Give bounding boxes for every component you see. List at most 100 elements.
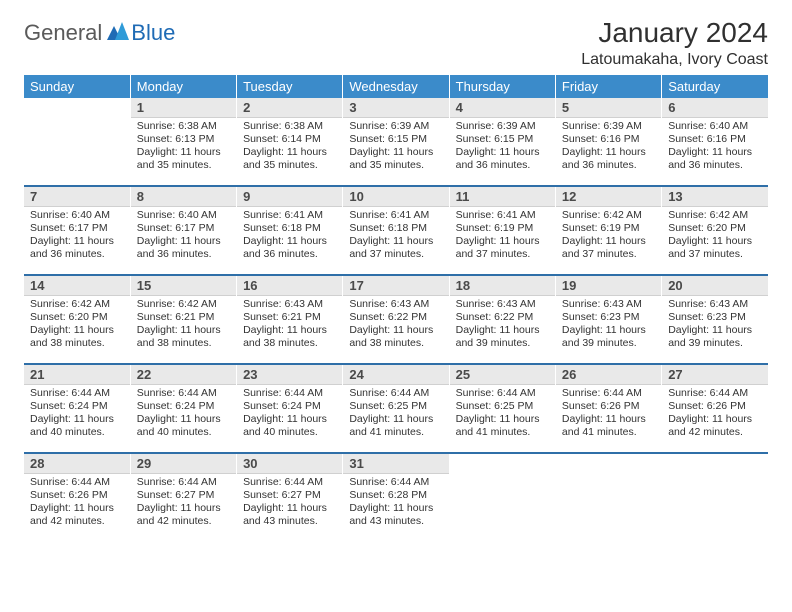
sunrise-text: Sunrise: 6:44 AM [349,387,442,400]
day-details: Sunrise: 6:43 AMSunset: 6:23 PMDaylight:… [662,296,768,355]
day-number: 27 [662,365,768,385]
day-number: 19 [556,276,661,296]
day-cell [24,98,130,186]
daylight-text: Daylight: 11 hours and 38 minutes. [349,324,442,350]
day-cell: 20Sunrise: 6:43 AMSunset: 6:23 PMDayligh… [662,276,768,364]
day-cell: 19Sunrise: 6:43 AMSunset: 6:23 PMDayligh… [555,276,661,364]
day-number: 31 [343,454,448,474]
daylight-text: Daylight: 11 hours and 41 minutes. [349,413,442,439]
daylight-text: Daylight: 11 hours and 37 minutes. [349,235,442,261]
sunrise-text: Sunrise: 6:41 AM [456,209,549,222]
day-cell: 1Sunrise: 6:38 AMSunset: 6:13 PMDaylight… [130,98,236,186]
day-cell: 15Sunrise: 6:42 AMSunset: 6:21 PMDayligh… [130,276,236,364]
day-details: Sunrise: 6:42 AMSunset: 6:20 PMDaylight:… [662,207,768,266]
sunset-text: Sunset: 6:24 PM [243,400,336,413]
day-cell: 9Sunrise: 6:41 AMSunset: 6:18 PMDaylight… [237,187,343,275]
sunrise-text: Sunrise: 6:38 AM [243,120,336,133]
day-cell: 28Sunrise: 6:44 AMSunset: 6:26 PMDayligh… [24,454,130,542]
daylight-text: Daylight: 11 hours and 37 minutes. [668,235,762,261]
sunrise-text: Sunrise: 6:40 AM [668,120,762,133]
sunset-text: Sunset: 6:26 PM [30,489,124,502]
daylight-text: Daylight: 11 hours and 43 minutes. [243,502,336,528]
week-row: 7Sunrise: 6:40 AMSunset: 6:17 PMDaylight… [24,187,768,275]
day-cell [662,454,768,542]
week-row: 1Sunrise: 6:38 AMSunset: 6:13 PMDaylight… [24,98,768,186]
sunrise-text: Sunrise: 6:39 AM [349,120,442,133]
day-details: Sunrise: 6:40 AMSunset: 6:17 PMDaylight:… [131,207,236,266]
daylight-text: Daylight: 11 hours and 35 minutes. [243,146,336,172]
day-cell: 18Sunrise: 6:43 AMSunset: 6:22 PMDayligh… [449,276,555,364]
day-details: Sunrise: 6:44 AMSunset: 6:27 PMDaylight:… [131,474,236,533]
day-number [24,98,130,102]
sunrise-text: Sunrise: 6:44 AM [456,387,549,400]
daylight-text: Daylight: 11 hours and 38 minutes. [137,324,230,350]
sunset-text: Sunset: 6:21 PM [243,311,336,324]
sunrise-text: Sunrise: 6:42 AM [562,209,655,222]
sunrise-text: Sunrise: 6:41 AM [349,209,442,222]
daylight-text: Daylight: 11 hours and 40 minutes. [243,413,336,439]
sunrise-text: Sunrise: 6:44 AM [243,387,336,400]
day-cell: 7Sunrise: 6:40 AMSunset: 6:17 PMDaylight… [24,187,130,275]
sunset-text: Sunset: 6:24 PM [30,400,124,413]
day-number: 18 [450,276,555,296]
sunrise-text: Sunrise: 6:42 AM [668,209,762,222]
daylight-text: Daylight: 11 hours and 39 minutes. [562,324,655,350]
day-number: 20 [662,276,768,296]
sunset-text: Sunset: 6:15 PM [349,133,442,146]
day-details: Sunrise: 6:38 AMSunset: 6:13 PMDaylight:… [131,118,236,177]
sunrise-text: Sunrise: 6:40 AM [30,209,124,222]
page-header: General Blue January 2024 Latoumakaha, I… [24,18,768,69]
sunrise-text: Sunrise: 6:38 AM [137,120,230,133]
sunset-text: Sunset: 6:27 PM [243,489,336,502]
day-cell: 12Sunrise: 6:42 AMSunset: 6:19 PMDayligh… [555,187,661,275]
day-number: 4 [450,98,555,118]
sunset-text: Sunset: 6:22 PM [456,311,549,324]
day-details: Sunrise: 6:44 AMSunset: 6:26 PMDaylight:… [24,474,130,533]
day-number [450,454,555,458]
daylight-text: Daylight: 11 hours and 41 minutes. [562,413,655,439]
sunset-text: Sunset: 6:25 PM [349,400,442,413]
daylight-text: Daylight: 11 hours and 42 minutes. [137,502,230,528]
day-cell: 25Sunrise: 6:44 AMSunset: 6:25 PMDayligh… [449,365,555,453]
day-cell: 10Sunrise: 6:41 AMSunset: 6:18 PMDayligh… [343,187,449,275]
sunset-text: Sunset: 6:13 PM [137,133,230,146]
calendar-table: SundayMondayTuesdayWednesdayThursdayFrid… [24,75,768,542]
daylight-text: Daylight: 11 hours and 35 minutes. [349,146,442,172]
sunset-text: Sunset: 6:28 PM [349,489,442,502]
sunrise-text: Sunrise: 6:43 AM [668,298,762,311]
day-number: 24 [343,365,448,385]
daylight-text: Daylight: 11 hours and 37 minutes. [562,235,655,261]
calendar-header-row: SundayMondayTuesdayWednesdayThursdayFrid… [24,75,768,98]
sunrise-text: Sunrise: 6:43 AM [349,298,442,311]
day-details: Sunrise: 6:41 AMSunset: 6:18 PMDaylight:… [237,207,342,266]
sunset-text: Sunset: 6:27 PM [137,489,230,502]
day-number: 17 [343,276,448,296]
day-details: Sunrise: 6:44 AMSunset: 6:25 PMDaylight:… [450,385,555,444]
sunrise-text: Sunrise: 6:44 AM [349,476,442,489]
weekday-header: Thursday [449,75,555,98]
day-cell: 2Sunrise: 6:38 AMSunset: 6:14 PMDaylight… [237,98,343,186]
sunset-text: Sunset: 6:25 PM [456,400,549,413]
sunset-text: Sunset: 6:17 PM [30,222,124,235]
day-cell: 30Sunrise: 6:44 AMSunset: 6:27 PMDayligh… [237,454,343,542]
daylight-text: Daylight: 11 hours and 38 minutes. [30,324,124,350]
sunrise-text: Sunrise: 6:44 AM [30,476,124,489]
weekday-header: Tuesday [237,75,343,98]
sunset-text: Sunset: 6:26 PM [668,400,762,413]
sunset-text: Sunset: 6:20 PM [668,222,762,235]
weekday-header: Monday [130,75,236,98]
day-details: Sunrise: 6:44 AMSunset: 6:28 PMDaylight:… [343,474,448,533]
day-details: Sunrise: 6:44 AMSunset: 6:27 PMDaylight:… [237,474,342,533]
day-number: 2 [237,98,342,118]
day-number: 14 [24,276,130,296]
brand-mark-icon [107,22,129,45]
day-cell [555,454,661,542]
day-details: Sunrise: 6:39 AMSunset: 6:16 PMDaylight:… [556,118,661,177]
day-cell: 31Sunrise: 6:44 AMSunset: 6:28 PMDayligh… [343,454,449,542]
month-title: January 2024 [581,18,768,49]
day-number: 6 [662,98,768,118]
week-row: 21Sunrise: 6:44 AMSunset: 6:24 PMDayligh… [24,365,768,453]
day-cell: 16Sunrise: 6:43 AMSunset: 6:21 PMDayligh… [237,276,343,364]
week-row: 28Sunrise: 6:44 AMSunset: 6:26 PMDayligh… [24,454,768,542]
day-details: Sunrise: 6:43 AMSunset: 6:22 PMDaylight:… [343,296,448,355]
